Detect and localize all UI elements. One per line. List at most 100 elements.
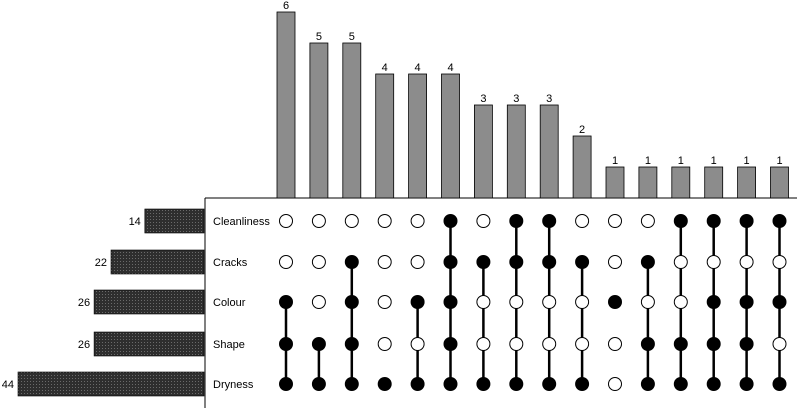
intersection-bar bbox=[309, 42, 329, 199]
intersection-bars: 6 5 5 4 4 4 3 3 3 2 1 1 1 1 1 1 bbox=[276, 0, 789, 199]
member-dot bbox=[443, 377, 458, 391]
member-dot bbox=[344, 295, 359, 309]
non-member-dot bbox=[279, 214, 293, 228]
non-member-dot bbox=[410, 337, 425, 351]
non-member-dot bbox=[344, 214, 359, 228]
intersection-bar-label: 1 bbox=[645, 155, 651, 167]
intersection-bar bbox=[572, 135, 592, 199]
intersection-bar-label: 1 bbox=[678, 155, 684, 167]
non-member-dot bbox=[377, 214, 392, 228]
set-name-label: Colour bbox=[213, 297, 246, 309]
member-dot bbox=[476, 255, 491, 269]
non-member-dot bbox=[772, 337, 787, 351]
set-name-label: Cleanliness bbox=[213, 216, 270, 228]
member-dot bbox=[673, 214, 688, 228]
non-member-dot bbox=[608, 337, 622, 351]
member-dot bbox=[739, 337, 754, 351]
intersection-bar-label: 1 bbox=[744, 155, 750, 167]
intersection-bar bbox=[473, 104, 493, 199]
intersection-bar bbox=[704, 166, 724, 199]
member-dot bbox=[542, 377, 557, 391]
member-dot bbox=[279, 377, 293, 391]
member-dot bbox=[410, 377, 425, 391]
member-dot bbox=[772, 295, 787, 309]
member-dot bbox=[311, 377, 326, 391]
set-size-label: 14 bbox=[129, 216, 141, 228]
member-dot bbox=[706, 214, 721, 228]
intersection-bar-label: 1 bbox=[711, 155, 717, 167]
intersection-bar bbox=[539, 104, 559, 199]
non-member-dot bbox=[739, 255, 754, 269]
member-dot bbox=[377, 377, 392, 391]
non-member-dot bbox=[640, 295, 655, 309]
non-member-dot bbox=[476, 337, 491, 351]
set-size-bar bbox=[144, 208, 205, 234]
set-size-bars: 14 Cleanliness 22 Cracks 26 Colour 26 Shape 44 Dr… bbox=[2, 208, 270, 397]
intersection-bar-label: 1 bbox=[776, 155, 782, 167]
non-member-dot bbox=[706, 255, 721, 269]
set-size-label: 44 bbox=[2, 379, 14, 391]
intersection-bar bbox=[605, 166, 625, 199]
intersection-bar bbox=[506, 104, 526, 199]
non-member-dot bbox=[476, 295, 491, 309]
non-member-dot bbox=[640, 214, 655, 228]
non-member-dot bbox=[410, 255, 425, 269]
non-member-dot bbox=[509, 295, 524, 309]
intersection-bar-label: 4 bbox=[415, 62, 421, 74]
non-member-dot bbox=[377, 337, 392, 351]
intersection-bar-label: 1 bbox=[612, 155, 618, 167]
member-dot bbox=[279, 337, 293, 351]
set-size-bar bbox=[93, 289, 205, 315]
member-dot bbox=[311, 337, 326, 351]
member-dot bbox=[542, 255, 557, 269]
intersection-bar bbox=[737, 166, 756, 199]
set-size-label: 26 bbox=[78, 339, 90, 351]
intersection-bar-label: 4 bbox=[382, 62, 388, 74]
intersection-bar-label: 3 bbox=[546, 93, 552, 105]
member-dot bbox=[443, 337, 458, 351]
member-dot bbox=[344, 337, 359, 351]
matrix-axes bbox=[204, 197, 797, 408]
set-size-bar bbox=[93, 331, 205, 357]
intersection-bar-label: 5 bbox=[349, 31, 355, 43]
member-dot bbox=[772, 214, 787, 228]
intersection-bar bbox=[671, 166, 691, 199]
member-dot bbox=[344, 377, 359, 391]
intersection-bar bbox=[375, 73, 395, 199]
non-member-dot bbox=[542, 337, 557, 351]
member-dot bbox=[640, 377, 655, 391]
set-name-label: Cracks bbox=[213, 257, 248, 269]
intersection-bar-label: 3 bbox=[513, 93, 519, 105]
set-name-label: Shape bbox=[213, 339, 245, 351]
member-dot bbox=[772, 377, 787, 391]
member-dot bbox=[706, 337, 721, 351]
set-size-bar bbox=[110, 249, 205, 275]
member-dot bbox=[640, 255, 655, 269]
intersection-bar-label: 3 bbox=[480, 93, 486, 105]
member-dot bbox=[476, 377, 491, 391]
non-member-dot bbox=[575, 214, 590, 228]
intersection-bar bbox=[638, 166, 658, 199]
intersection-bar bbox=[770, 166, 789, 199]
member-dot bbox=[443, 295, 458, 309]
intersection-bar bbox=[342, 42, 362, 199]
member-dot bbox=[410, 295, 425, 309]
member-dot bbox=[279, 295, 293, 309]
member-dot bbox=[443, 255, 458, 269]
member-dot bbox=[673, 377, 688, 391]
intersection-bar bbox=[441, 73, 460, 199]
member-dot bbox=[509, 377, 524, 391]
intersection-bar-label: 4 bbox=[447, 62, 453, 74]
member-dot bbox=[542, 214, 557, 228]
member-dot bbox=[344, 255, 359, 269]
non-member-dot bbox=[311, 214, 326, 228]
set-size-bar bbox=[17, 371, 205, 397]
intersection-bar-label: 5 bbox=[316, 31, 322, 43]
member-dot bbox=[509, 214, 524, 228]
member-dot bbox=[575, 255, 590, 269]
membership-matrix bbox=[279, 214, 787, 391]
non-member-dot bbox=[575, 337, 590, 351]
non-member-dot bbox=[279, 255, 293, 269]
set-size-label: 22 bbox=[95, 257, 107, 269]
